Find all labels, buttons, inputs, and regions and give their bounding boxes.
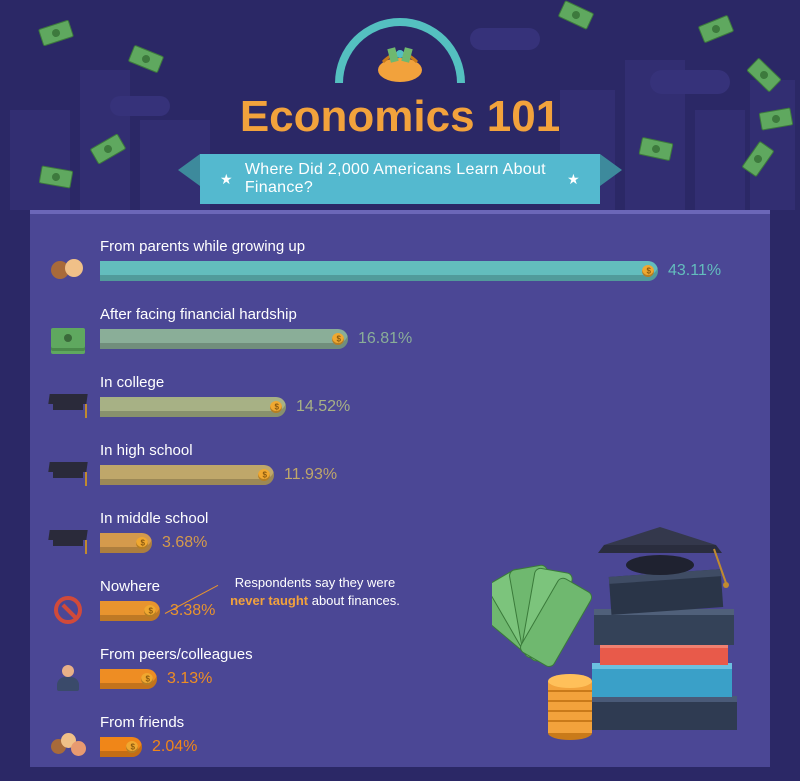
subtitle-text: Where Did 2,000 Americans Learn About Fi… [245, 161, 555, 197]
dollar-icon: $ [149, 607, 153, 616]
bar-percentage: 43.11% [668, 262, 721, 280]
bar-percentage: 3.38% [170, 602, 215, 620]
books-money-illustration [492, 501, 752, 751]
bar-row: After facing financial hardship $16.81% [100, 306, 742, 350]
chart-panel: From parents while growing up $43.11% Afte… [30, 210, 770, 767]
bar-fill: $3.68% [100, 533, 152, 553]
money-bill-icon [558, 0, 595, 30]
bar-track: $11.93% [100, 465, 742, 485]
dollar-icon: $ [141, 539, 145, 548]
bar-row: In high school $11.93% [100, 442, 742, 486]
dollar-icon: $ [146, 675, 150, 684]
row-icon [48, 526, 88, 558]
purse-icon [375, 40, 425, 82]
subtitle-ribbon: ★ Where Did 2,000 Americans Learn About … [200, 154, 600, 204]
bar-percentage: 14.52% [296, 398, 350, 416]
bar-fill: $11.93% [100, 465, 274, 485]
row-icon [48, 390, 88, 422]
bar-track: $16.81% [100, 329, 742, 349]
money-bill-icon [38, 19, 74, 46]
bar-label: From parents while growing up [100, 238, 742, 255]
cloud-icon [470, 28, 540, 50]
dollar-icon: $ [337, 335, 341, 344]
row-icon [48, 662, 88, 694]
row-icon [48, 730, 88, 762]
callout-emphasis: never taught [230, 593, 308, 608]
bar-percentage: 2.04% [152, 738, 197, 756]
dollar-icon: $ [647, 267, 651, 276]
bar-fill: $14.52% [100, 397, 286, 417]
bar-fill: $43.11% [100, 261, 658, 281]
bar-label: In college [100, 374, 742, 391]
dollar-icon: $ [275, 403, 279, 412]
bar-percentage: 3.13% [167, 670, 212, 688]
bar-fill: $16.81% [100, 329, 348, 349]
cloud-icon [650, 70, 730, 94]
dollar-icon: $ [131, 743, 135, 752]
bar-track: $43.11% [100, 261, 742, 281]
callout-text: Respondents say they were never taught a… [225, 574, 405, 610]
callout-post: about finances. [308, 593, 400, 608]
money-bill-icon [39, 165, 74, 188]
money-bill-icon [128, 45, 164, 74]
money-bill-icon [698, 15, 734, 44]
row-icon [48, 594, 88, 626]
dollar-icon: $ [263, 471, 267, 480]
bar-label: After facing financial hardship [100, 306, 742, 323]
money-bill-icon [746, 57, 782, 92]
row-icon [48, 458, 88, 490]
page-title: Economics 101 [0, 92, 800, 142]
bar-label: In high school [100, 442, 742, 459]
row-icon [48, 254, 88, 286]
bar-row: In college $14.52% [100, 374, 742, 418]
row-icon [48, 322, 88, 354]
bar-fill: $3.38% [100, 601, 160, 621]
star-icon: ★ [220, 171, 233, 188]
bar-track: $14.52% [100, 397, 742, 417]
star-icon: ★ [567, 171, 580, 188]
bar-percentage: 11.93% [284, 466, 337, 484]
callout-pre: Respondents say they were [235, 575, 395, 590]
money-bill-icon [741, 141, 774, 178]
bar-fill: $2.04% [100, 737, 142, 757]
bar-fill: $3.13% [100, 669, 157, 689]
bar-row: From parents while growing up $43.11% [100, 238, 742, 282]
bar-percentage: 3.68% [162, 534, 207, 552]
bar-percentage: 16.81% [358, 330, 412, 348]
